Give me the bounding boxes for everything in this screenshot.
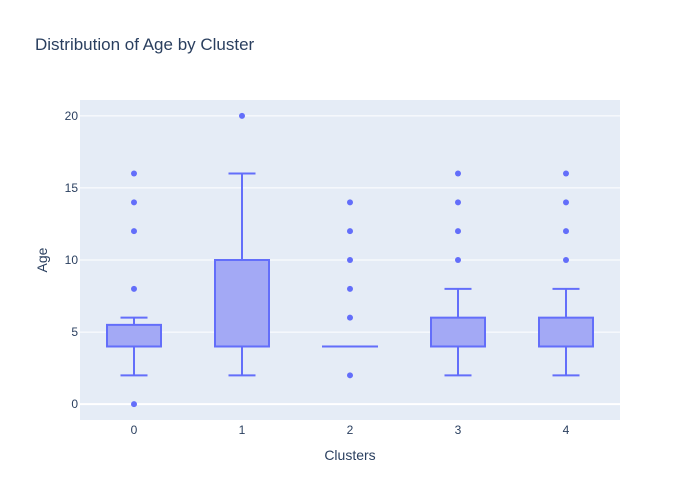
x-tick-label: 3 bbox=[455, 423, 462, 437]
outlier-point bbox=[563, 170, 569, 177]
outlier-point bbox=[131, 199, 137, 206]
box-3 bbox=[430, 170, 486, 377]
box-1 bbox=[214, 112, 270, 377]
outlier-point bbox=[563, 257, 569, 263]
x-axis-title: Clusters bbox=[324, 447, 375, 463]
outlier-point bbox=[347, 257, 353, 263]
iqr-box bbox=[214, 259, 270, 348]
box-4 bbox=[538, 170, 594, 377]
outlier-point bbox=[455, 170, 461, 177]
outlier-point bbox=[455, 228, 461, 235]
outlier-point bbox=[455, 199, 461, 206]
iqr-box bbox=[430, 316, 486, 348]
iqr-box bbox=[106, 323, 162, 348]
outlier-point bbox=[347, 285, 353, 292]
box-0 bbox=[106, 170, 162, 408]
x-tick-label: 1 bbox=[239, 423, 246, 437]
y-tick-label: 20 bbox=[65, 109, 79, 123]
outlier-point bbox=[455, 257, 461, 263]
y-tick-label: 5 bbox=[71, 325, 78, 339]
outlier-point bbox=[347, 314, 353, 321]
outlier-point bbox=[131, 228, 137, 235]
outlier-point bbox=[347, 199, 353, 206]
x-tick-label: 0 bbox=[131, 423, 138, 437]
x-axis-ticks: 0 1 2 3 4 bbox=[131, 423, 570, 437]
chart-title: Distribution of Age by Cluster bbox=[35, 35, 255, 54]
iqr-box bbox=[538, 316, 594, 348]
outlier-point bbox=[131, 401, 137, 408]
y-axis-ticks: 0 5 10 15 20 bbox=[65, 109, 79, 411]
outlier-point bbox=[563, 228, 569, 235]
y-axis-title: Age bbox=[34, 247, 50, 272]
outlier-point bbox=[347, 228, 353, 235]
outlier-point bbox=[347, 372, 353, 379]
y-tick-label: 0 bbox=[71, 397, 78, 411]
box-series bbox=[106, 112, 594, 408]
outlier-point bbox=[563, 199, 569, 206]
x-tick-label: 4 bbox=[563, 423, 570, 437]
y-tick-label: 10 bbox=[65, 253, 79, 267]
outlier-point bbox=[131, 285, 137, 292]
box-2 bbox=[322, 199, 378, 379]
outlier-point bbox=[131, 170, 137, 177]
x-tick-label: 2 bbox=[347, 423, 354, 437]
y-tick-label: 15 bbox=[65, 181, 79, 195]
outlier-point bbox=[239, 112, 245, 119]
